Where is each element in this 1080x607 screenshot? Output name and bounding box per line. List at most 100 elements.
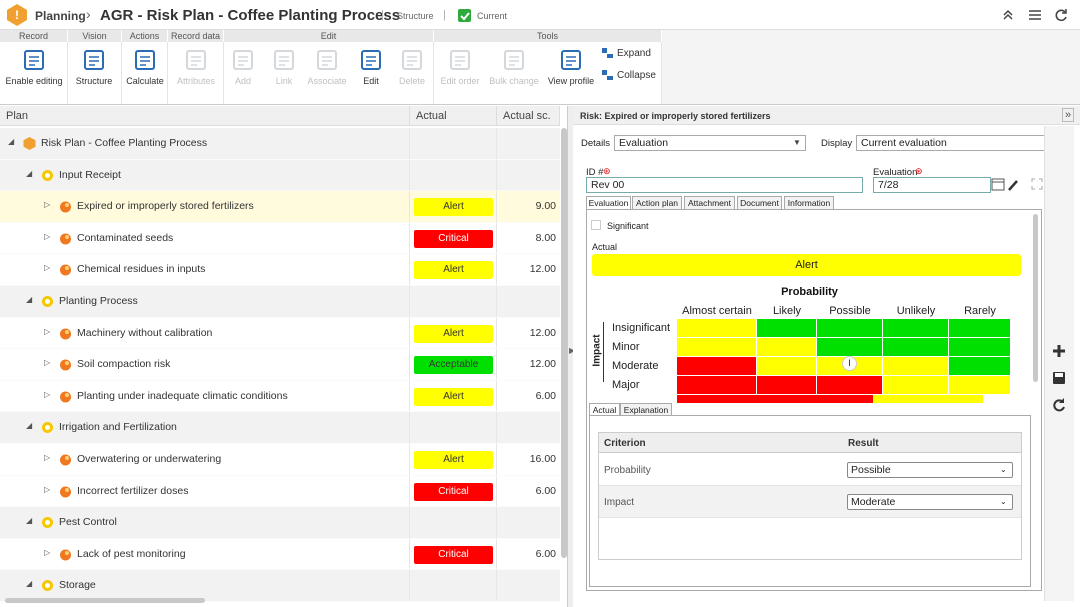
toolbar-icon-shape	[279, 57, 289, 65]
tab[interactable]: Attachment	[684, 196, 735, 210]
toolbar-group-label: Record	[0, 30, 68, 42]
matrix-cell[interactable]	[883, 338, 948, 356]
result-select[interactable]: Possible⌄	[847, 462, 1013, 478]
app-icon-shape: !	[5, 3, 29, 27]
node-label: Overwatering or underwatering	[77, 453, 221, 465]
toolbar-icon	[231, 48, 255, 72]
expander: ◢	[26, 169, 32, 178]
tree-row[interactable]: ◢Irrigation and Fertilization	[0, 412, 560, 444]
node-icon-shape	[65, 551, 69, 555]
side-button[interactable]	[1052, 371, 1066, 385]
expand-icon-shape	[1031, 178, 1043, 190]
node-icon	[59, 453, 72, 466]
tree-row[interactable]: ▷Lack of pest monitoringCritical6.00	[0, 539, 560, 571]
dropdown-arrow: ⌄	[1000, 463, 1007, 477]
matrix-cell[interactable]	[883, 376, 948, 394]
matrix-cell[interactable]	[817, 338, 882, 356]
node-icon-shape	[59, 200, 72, 213]
details-select[interactable]: Evaluation▼	[614, 135, 806, 151]
tree-row[interactable]: ▷Chemical residues in inputsAlert12.00	[0, 254, 560, 286]
matrix-cell[interactable]	[883, 357, 948, 375]
header-button[interactable]	[1028, 8, 1042, 22]
toolbar-link[interactable]: Collapse	[617, 70, 656, 81]
cell-divider	[409, 128, 410, 159]
node-icon-shape	[45, 299, 50, 304]
matrix-cell[interactable]	[949, 376, 1010, 394]
column-header[interactable]: Actual sc.	[497, 106, 560, 126]
tree-row[interactable]: ▷Expired or improperly stored fertilizer…	[0, 191, 560, 223]
matrix-cell[interactable]	[883, 319, 948, 337]
matrix-cell[interactable]	[949, 319, 1010, 337]
matrix-cell[interactable]	[817, 319, 882, 337]
column-header[interactable]: Actual	[410, 106, 497, 126]
tree-row[interactable]: ▷Machinery without calibrationAlert12.00	[0, 318, 560, 350]
checkbox[interactable]	[591, 220, 601, 230]
status-check-shape	[458, 9, 471, 22]
tab[interactable]: Document	[737, 196, 782, 210]
matrix-cell[interactable]	[677, 376, 756, 394]
cell-divider	[496, 128, 497, 159]
result-select[interactable]: Moderate⌄	[847, 494, 1013, 510]
matrix-cell[interactable]	[757, 338, 816, 356]
tree-row[interactable]: ▷Planting under inadequate climatic cond…	[0, 381, 560, 413]
expander: ▷	[44, 390, 50, 399]
score: 6.00	[497, 390, 556, 402]
toolbar-group-label: Actions	[122, 30, 168, 42]
expander: ▷	[44, 358, 50, 367]
display-select[interactable]: Current evaluation▼	[856, 135, 1071, 151]
matrix-cell[interactable]	[817, 376, 882, 394]
side-toolbar	[1044, 126, 1074, 601]
matrix-axis: Impact	[592, 331, 603, 371]
tab[interactable]: Evaluation	[586, 196, 631, 210]
tree-row[interactable]: ◢Input Receipt	[0, 160, 560, 192]
column-header[interactable]: Plan	[0, 106, 410, 126]
header-button-shape	[1004, 11, 1012, 19]
toolbar-icon-shape	[322, 57, 332, 65]
tree-row[interactable]: ▷Soil compaction riskAcceptable12.00	[0, 349, 560, 381]
cell-divider	[409, 318, 410, 349]
cell-divider	[409, 223, 410, 254]
expander: ◢	[26, 579, 32, 588]
tab[interactable]: Information	[784, 196, 834, 210]
matrix-cell[interactable]	[677, 357, 756, 375]
field-label: Display	[821, 138, 852, 149]
matrix-cell[interactable]	[757, 357, 816, 375]
id-input[interactable]: Rev 00	[586, 177, 863, 193]
side-button[interactable]	[1052, 344, 1066, 358]
matrix-cell[interactable]	[949, 357, 1010, 375]
app-name[interactable]: Planning	[35, 9, 86, 23]
collapse-button[interactable]: »	[1062, 108, 1074, 122]
node-icon-shape	[65, 203, 69, 207]
tree-row[interactable]: ◢Risk Plan - Coffee Planting Process	[0, 128, 560, 160]
matrix-cell[interactable]	[757, 376, 816, 394]
header-button[interactable]	[1054, 8, 1068, 22]
header-button[interactable]	[1001, 8, 1015, 22]
toolbar-button[interactable]: View profile	[539, 76, 603, 86]
tree-row[interactable]: ▷Overwatering or underwateringAlert16.00	[0, 444, 560, 476]
tree-row[interactable]: ▷Contaminated seedsCritical8.00	[0, 223, 560, 255]
toolbar-button[interactable]: Enable editing	[2, 76, 66, 86]
date-input[interactable]: 7/28	[873, 177, 991, 193]
date-buttons-shape	[992, 179, 1004, 190]
toolbar-link[interactable]: Expand	[617, 48, 651, 59]
field-label: Details	[581, 138, 610, 149]
tree-row[interactable]: ◢Planting Process	[0, 286, 560, 318]
toolbar-icon-shape	[187, 51, 205, 69]
required: ⊛	[603, 166, 611, 177]
matrix-cell[interactable]	[757, 319, 816, 337]
side-button[interactable]	[1052, 398, 1066, 412]
side-button-shape	[1053, 345, 1065, 357]
matrix-cell[interactable]	[949, 338, 1010, 356]
matrix-cell[interactable]	[677, 319, 756, 337]
expander: ▷	[44, 453, 50, 462]
tree-row[interactable]: ◢Pest Control	[0, 507, 560, 539]
toolbar-icon-shape	[191, 57, 201, 65]
header-button-shape	[1056, 10, 1066, 20]
link-icon	[602, 70, 613, 81]
tree-row[interactable]: ▷Incorrect fertilizer dosesCritical6.00	[0, 476, 560, 508]
node-label: Lack of pest monitoring	[77, 548, 186, 560]
node-icon-shape	[41, 579, 54, 592]
tab[interactable]: Action plan	[632, 196, 682, 210]
matrix-cell[interactable]	[677, 338, 756, 356]
structure-label[interactable]: Structure	[397, 11, 434, 21]
